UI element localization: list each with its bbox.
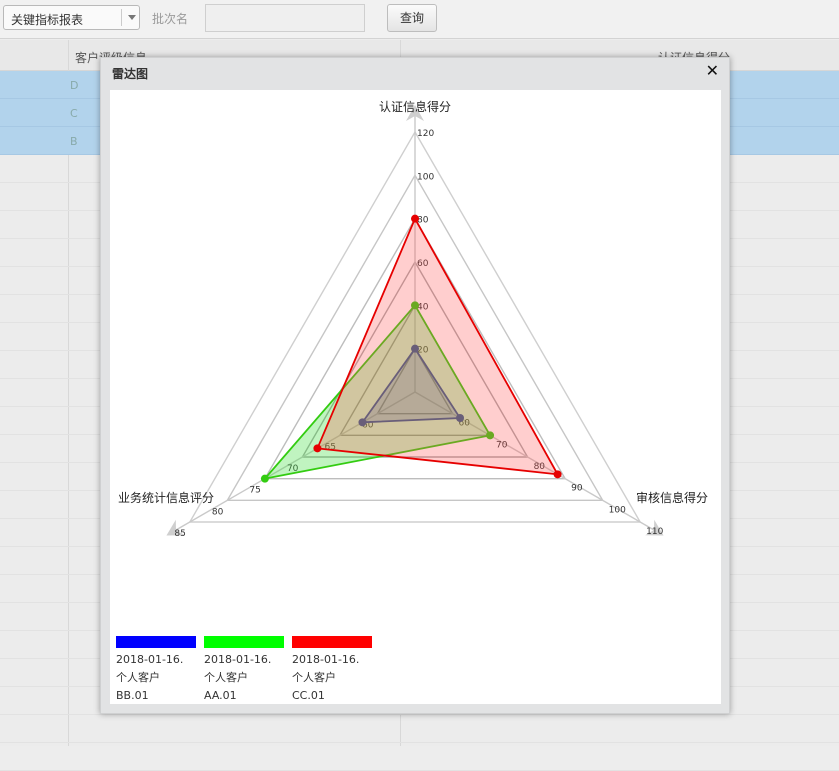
grid-ring xyxy=(301,260,529,458)
radar-chart: 20 40 60 80 100 120 60 70 80 90 100 110 60 65 70 75 80 85… xyxy=(118,99,708,539)
tick-label: 100 xyxy=(417,172,434,182)
series-point xyxy=(411,301,419,310)
table-row[interactable] xyxy=(0,743,839,771)
legend-item: 2018-01-16. 个人客户 CC.01 xyxy=(292,636,372,705)
grid-ring xyxy=(226,173,604,502)
series-area xyxy=(316,216,560,476)
column-divider xyxy=(68,40,69,746)
legend-item: 2018-01-16. 个人客户 BB.01 xyxy=(116,636,196,705)
axis-title: 认证信息得分 xyxy=(379,99,451,114)
legend-label: 2018-01-16. 个人客户 BB.01 xyxy=(116,653,184,702)
axis-arrow-icon xyxy=(645,519,664,536)
tick-label: 60 xyxy=(459,419,471,429)
axis-line xyxy=(173,391,416,533)
series-point xyxy=(486,431,495,440)
tick-label: 120 xyxy=(417,129,434,139)
tick-label: 70 xyxy=(287,464,299,474)
series-area xyxy=(262,303,492,481)
tick-label: 70 xyxy=(496,440,508,450)
tick-label: 110 xyxy=(646,527,663,537)
grid-ring xyxy=(263,217,567,480)
tick-label: 90 xyxy=(571,484,583,494)
series-point xyxy=(358,418,367,427)
dialog-body: 20 40 60 80 100 120 60 70 80 90 100 110 60 65 70 75 80 85… xyxy=(110,90,721,704)
close-icon[interactable]: ✕ xyxy=(705,61,719,80)
axis-title: 业务统计信息评分 xyxy=(118,490,214,505)
tick-label: 100 xyxy=(609,505,626,515)
grid-ring xyxy=(188,130,642,523)
axis-title: 审核信息得分 xyxy=(636,490,708,505)
tick-label: 60 xyxy=(417,259,429,269)
tick-label: 85 xyxy=(174,529,185,539)
row-id: B xyxy=(70,135,78,148)
radar-dialog: 雷达图 ✕ 20 40 60 80 100 120 60 70 80 90 100 110 60 65 70… xyxy=(100,57,730,714)
series-area xyxy=(360,347,462,424)
batch-input[interactable] xyxy=(205,4,365,32)
tick-label: 40 xyxy=(417,302,429,312)
legend-label: 2018-01-16. 个人客户 AA.01 xyxy=(204,653,272,702)
legend-swatch xyxy=(204,636,284,648)
axis-arrow-icon xyxy=(406,105,424,121)
legend-swatch xyxy=(292,636,372,648)
chevron-down-icon[interactable] xyxy=(128,15,136,20)
series-point xyxy=(313,444,322,453)
select-divider xyxy=(121,9,122,26)
table-row[interactable] xyxy=(0,687,839,715)
grid-ring xyxy=(376,347,454,415)
tick-label: 75 xyxy=(249,486,260,496)
row-id: C xyxy=(70,107,78,120)
series-point xyxy=(456,414,465,422)
series-point xyxy=(411,344,419,353)
tick-label: 20 xyxy=(417,346,429,356)
tick-label: 65 xyxy=(324,442,335,452)
dialog-title: 雷达图 xyxy=(112,67,149,81)
query-button[interactable]: 查询 xyxy=(387,4,437,32)
tick-label: 80 xyxy=(417,216,429,226)
batch-label: 批次名 xyxy=(152,12,189,26)
legend-label: 2018-01-16. 个人客户 CC.01 xyxy=(292,653,360,702)
table-row[interactable] xyxy=(0,715,839,743)
tick-label: 80 xyxy=(534,462,546,472)
toolbar: 关键指标报表 批次名 查询 xyxy=(0,0,839,39)
report-select[interactable]: 关键指标报表 xyxy=(3,5,140,30)
series-point xyxy=(411,214,419,223)
series-point xyxy=(260,474,269,483)
axis-arrow-icon xyxy=(166,519,185,536)
legend-swatch xyxy=(116,636,196,648)
legend-item: 2018-01-16. 个人客户 AA.01 xyxy=(204,636,284,705)
series-point xyxy=(553,470,562,479)
tick-label: 60 xyxy=(362,421,374,431)
row-id: D xyxy=(70,79,79,92)
axis-line xyxy=(414,391,657,533)
tick-label: 80 xyxy=(212,507,224,517)
report-select-value: 关键指标报表 xyxy=(11,13,84,27)
